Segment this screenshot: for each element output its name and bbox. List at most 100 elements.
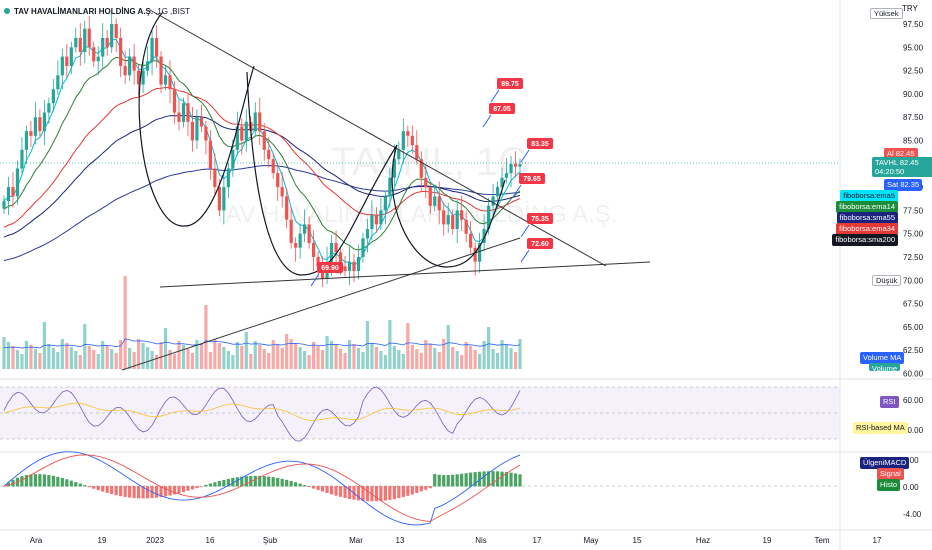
interval-label[interactable]: 1G <box>157 6 169 16</box>
high-marker: Yüksek <box>870 8 903 19</box>
macd-bar <box>145 486 150 499</box>
volume-bar <box>6 342 11 369</box>
annotation-box[interactable] <box>527 213 553 224</box>
ma-legend-item[interactable]: fiboborsa:ema14 <box>836 201 898 213</box>
macd-bar <box>388 486 392 500</box>
annotation-box[interactable] <box>527 238 553 249</box>
volume-bar <box>249 354 253 369</box>
candle-body <box>392 159 396 178</box>
macd-bar <box>222 479 226 487</box>
candle-body <box>504 173 509 178</box>
macd-bar <box>495 471 500 487</box>
price-tag: TAVHL 82.45 04:20:50 <box>872 157 932 177</box>
candle-body <box>83 28 87 52</box>
rsi-tick: 60.00 <box>903 396 924 405</box>
candle-body <box>370 215 374 230</box>
volume-bar <box>320 350 325 369</box>
macd-histogram <box>2 471 522 502</box>
candle-body <box>513 163 518 167</box>
candle-body <box>267 149 271 160</box>
volume-bar <box>491 349 495 369</box>
annotation-box[interactable] <box>489 103 515 114</box>
volume-bar <box>258 345 262 369</box>
volume-bar <box>92 350 96 369</box>
volume-bar <box>469 346 473 369</box>
volume-bar <box>168 350 172 369</box>
macd-bar <box>29 474 33 487</box>
rsi-tag: RSI <box>880 396 899 408</box>
volume-bar <box>132 352 136 369</box>
annotation-box[interactable] <box>497 78 523 89</box>
macd-bar <box>307 486 311 488</box>
macd-bar <box>69 480 73 487</box>
volume-bar <box>298 347 302 369</box>
candle-body <box>114 24 118 38</box>
cup-mid <box>246 71 398 276</box>
candle-body <box>258 112 262 132</box>
signal-tag: Signal <box>877 468 904 480</box>
volume-bar <box>145 347 150 369</box>
volume-bar <box>388 320 392 369</box>
candle-body <box>11 187 15 197</box>
volume-bar <box>271 340 275 369</box>
macd-bar <box>217 481 221 487</box>
annotation-box[interactable] <box>527 138 553 149</box>
trendline-up <box>121 237 521 371</box>
candle-body <box>365 229 370 239</box>
ma-legend-item[interactable]: fiboborsa:sma55 <box>836 212 898 224</box>
volume-bar <box>190 353 195 369</box>
macd-bar <box>74 482 78 487</box>
volume-bar <box>513 352 518 369</box>
symbol-title[interactable]: TAV HAVALİMANLARI HOLDİNG A.Ş. <box>14 6 154 16</box>
candle-body <box>128 56 132 76</box>
annotation-pointer <box>520 224 530 238</box>
macd-bar <box>500 471 504 487</box>
rsi-ma-line <box>3 402 521 421</box>
volume-bar <box>338 349 343 369</box>
volume-bar <box>392 346 396 369</box>
ma-legend-item[interactable]: fiboborsa:sma200 <box>832 234 898 246</box>
candle-body <box>190 121 195 141</box>
annotation-box[interactable] <box>317 262 343 273</box>
macd-tick: 4.00 <box>903 456 919 465</box>
macd-bar <box>226 478 230 487</box>
candle-body <box>60 56 64 76</box>
candle-body <box>181 103 186 122</box>
candle-body <box>401 131 405 150</box>
candle-body <box>334 243 338 253</box>
time-tick: 13 <box>396 536 405 545</box>
candle-body <box>226 168 230 188</box>
cup-right <box>391 144 506 268</box>
ma-legend-item[interactable]: fiboborsa:ema5 <box>840 190 898 202</box>
candle-body <box>92 47 96 62</box>
rsi-tick: 40.00 <box>903 426 924 435</box>
candle-body <box>145 61 150 71</box>
volume-bar <box>482 341 486 369</box>
annotation-pointer <box>482 114 492 128</box>
macd-bar <box>437 474 441 487</box>
candle-body <box>33 117 38 136</box>
macd-bar <box>428 486 432 489</box>
ema5-line <box>3 38 521 266</box>
time-tick: 2023 <box>146 536 164 545</box>
candle-body <box>491 196 495 206</box>
ma-legend-item[interactable]: fiboborsa:ema34 <box>836 223 898 235</box>
volume-bar <box>199 344 204 369</box>
candle-body <box>262 131 266 150</box>
volume-bar <box>123 276 127 369</box>
volume-bar <box>478 354 482 369</box>
volume-bar <box>226 351 230 369</box>
volume-bar <box>208 352 212 369</box>
macd-bar <box>231 477 235 487</box>
macd-bar <box>518 474 522 487</box>
macd-bar <box>410 486 414 495</box>
candle-body <box>410 135 414 146</box>
price-axis-ticks: 97.5095.0092.5090.0087.5085.0082.5080.00… <box>903 20 924 519</box>
volume-bar <box>437 352 441 369</box>
currency-label[interactable]: TRY <box>902 4 918 13</box>
volume-bar <box>352 344 356 369</box>
price-tick: 95.00 <box>903 43 924 52</box>
volume-bar <box>186 349 190 369</box>
annotation-box[interactable] <box>519 173 545 184</box>
